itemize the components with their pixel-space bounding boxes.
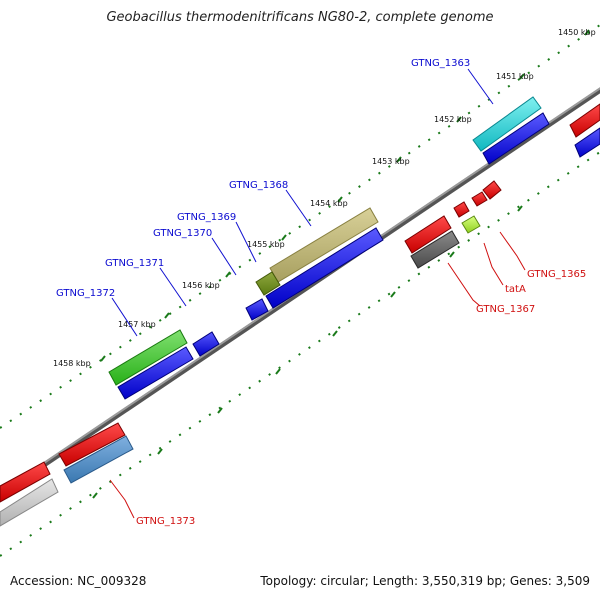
gene-label[interactable]: GTNG_1369 [177, 212, 236, 223]
scale-label: 1453 kbp [372, 157, 410, 166]
inner-major-ticks [92, 205, 523, 499]
gene-label[interactable]: GTNG_1371 [105, 258, 164, 269]
cds-right-edge[interactable] [574, 127, 600, 158]
inner-scale-line [0, 151, 600, 557]
scale-label: 1454 kbp [310, 199, 348, 208]
scale-label: 1450 kbp [558, 28, 596, 37]
gene-label[interactable]: tatA [505, 284, 526, 295]
top-gene-labels: GTNG_1363 GTNG_1368 GTNG_1369 GTNG_1370 … [56, 58, 470, 299]
cds-gtng-1370[interactable] [245, 298, 269, 321]
scale-label: 1456 kbp [182, 281, 220, 290]
cds-gtng-1372[interactable] [117, 346, 194, 400]
gene-tata[interactable] [453, 201, 481, 234]
scale-label: 1451 kbp [496, 72, 534, 81]
feature-gtng-1363[interactable] [472, 96, 542, 152]
gene-label[interactable]: GTNG_1367 [476, 304, 535, 315]
gene-gtng-1373[interactable] [58, 422, 134, 484]
gene-label[interactable]: GTNG_1363 [411, 58, 470, 69]
cds-gtng-1371[interactable] [192, 331, 220, 357]
gene-label[interactable]: GTNG_1370 [153, 228, 212, 239]
feature-gtng-1372[interactable] [108, 329, 188, 386]
top-label-connectors [111, 68, 494, 337]
gene-left-edge[interactable] [0, 461, 59, 527]
gene-label[interactable]: GTNG_1373 [136, 516, 195, 527]
map-title: Geobacillus thermodenitrificans NG80-2, … [106, 10, 494, 25]
gene-label[interactable]: GTNG_1365 [527, 269, 586, 280]
gene-gtng-1367[interactable] [404, 215, 460, 269]
feature-gtng-1369[interactable] [255, 271, 281, 296]
bottom-label-connectors [109, 231, 526, 519]
bottom-gene-labels: GTNG_1365 tatA GTNG_1367 GTNG_1373 [136, 269, 586, 527]
gene-label[interactable]: GTNG_1372 [56, 288, 115, 299]
scale-label: 1452 kbp [434, 115, 472, 124]
outer-scale-line [0, 24, 600, 429]
gene-gtng-1365[interactable] [471, 180, 502, 207]
cds-gtng-1363[interactable] [482, 112, 550, 165]
scale-label: 1455 kbp [247, 240, 285, 249]
scale-labels: 1450 kbp 1451 kbp 1452 kbp 1453 kbp 1454… [53, 28, 596, 368]
cds-gtng-1368[interactable] [265, 227, 384, 309]
accession-text: Accession: NC_009328 [10, 574, 147, 588]
scale-label: 1457 kbp [118, 320, 156, 329]
gene-right-edge[interactable] [569, 103, 600, 138]
genome-summary-text: Topology: circular; Length: 3,550,319 bp… [260, 574, 590, 588]
gene-label[interactable]: GTNG_1368 [229, 180, 288, 191]
outer-major-ticks [100, 29, 590, 362]
scale-label: 1458 kbp [53, 359, 91, 368]
